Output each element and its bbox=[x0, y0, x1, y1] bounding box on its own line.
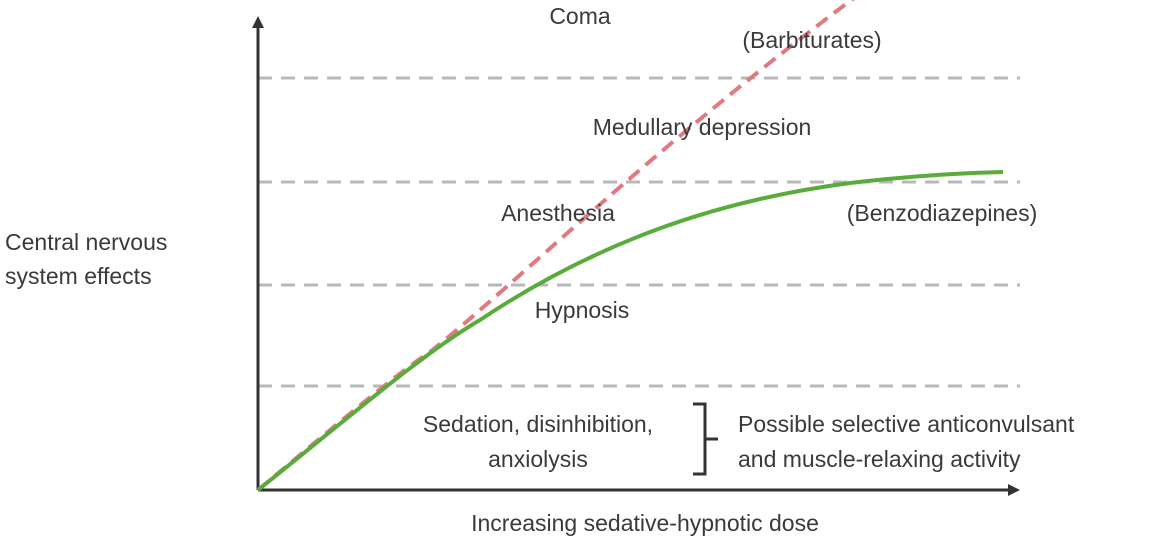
series-label-barbiturates: (Barbiturates) bbox=[742, 27, 881, 53]
label-hypnosis: Hypnosis bbox=[535, 297, 630, 323]
series-label-benzodiazepines: (Benzodiazepines) bbox=[847, 200, 1038, 226]
label-sedation-line1: Sedation, disinhibition, bbox=[423, 411, 653, 437]
bracket-note-line2: and muscle-relaxing activity bbox=[738, 446, 1021, 472]
barbiturates-curve bbox=[256, 0, 855, 492]
y-axis-label-line2: system effects bbox=[5, 263, 152, 289]
y-axis-label-line1: Central nervous bbox=[5, 229, 167, 255]
bracket bbox=[693, 402, 718, 476]
label-anesthesia: Anesthesia bbox=[501, 200, 615, 226]
label-sedation-line2: anxiolysis bbox=[488, 446, 588, 472]
bracket-note-line1: Possible selective anticonvulsant bbox=[738, 411, 1075, 437]
label-coma: Coma bbox=[549, 3, 611, 29]
label-medullary-depression: Medullary depression bbox=[593, 114, 812, 140]
benzodiazepines-curve bbox=[256, 170, 1004, 492]
x-axis-label: Increasing sedative-hypnotic dose bbox=[471, 510, 819, 536]
